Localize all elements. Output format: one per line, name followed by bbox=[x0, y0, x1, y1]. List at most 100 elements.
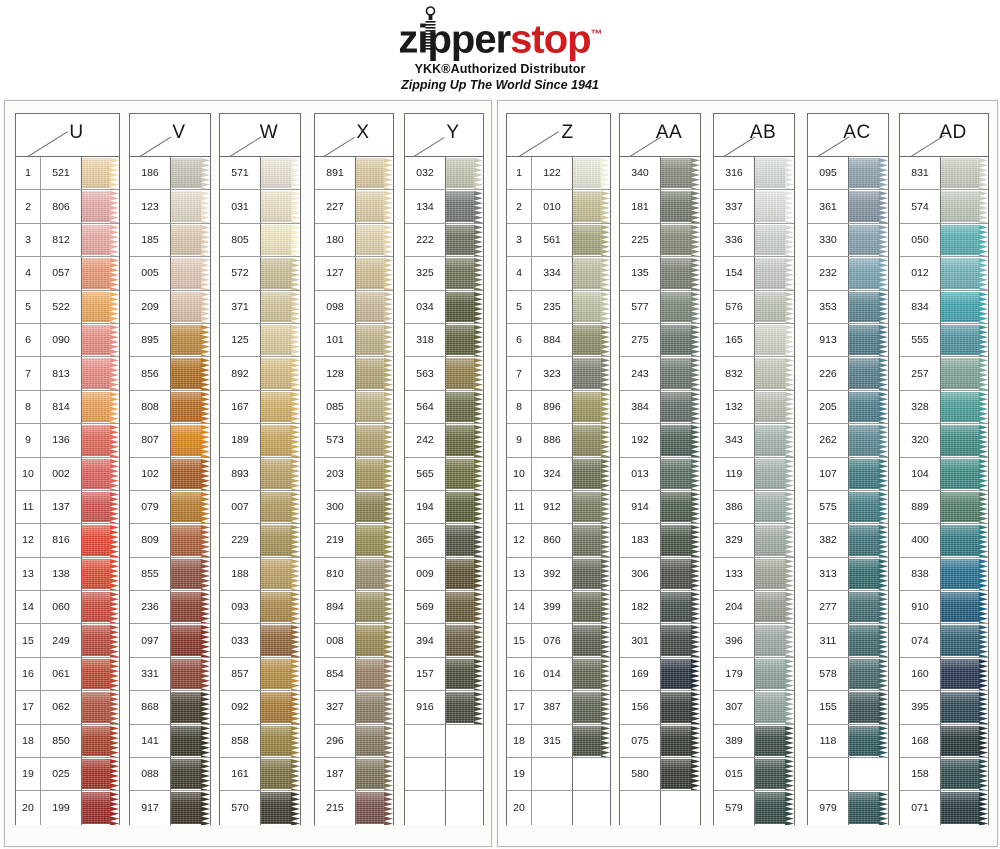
color-swatch[interactable] bbox=[356, 223, 393, 257]
swatch-row[interactable]: 13 392 bbox=[507, 557, 610, 592]
swatch-row[interactable]: 119 bbox=[714, 457, 794, 491]
swatch-row[interactable]: 893 bbox=[220, 457, 300, 491]
swatch-row[interactable]: 079 bbox=[130, 490, 210, 525]
swatch-row[interactable]: 573 bbox=[315, 424, 393, 458]
swatch-row[interactable]: 219 bbox=[315, 524, 393, 558]
swatch-row[interactable]: 805 bbox=[220, 223, 300, 258]
color-swatch[interactable] bbox=[573, 157, 610, 190]
swatch-row[interactable]: 838 bbox=[900, 557, 988, 592]
color-swatch[interactable] bbox=[446, 357, 483, 390]
color-swatch[interactable] bbox=[171, 390, 210, 424]
swatch-row[interactable]: 18 315 bbox=[507, 724, 610, 759]
swatch-row[interactable]: 3 561 bbox=[507, 223, 610, 258]
color-swatch[interactable] bbox=[755, 557, 794, 591]
color-swatch[interactable] bbox=[261, 223, 300, 257]
swatch-row[interactable]: 382 bbox=[808, 524, 888, 558]
color-swatch[interactable] bbox=[573, 457, 610, 490]
color-swatch[interactable] bbox=[849, 724, 888, 758]
color-swatch[interactable] bbox=[755, 490, 794, 524]
color-swatch[interactable] bbox=[941, 190, 988, 223]
swatch-row[interactable] bbox=[808, 758, 888, 792]
color-swatch[interactable] bbox=[849, 624, 888, 657]
color-swatch[interactable] bbox=[849, 791, 888, 825]
color-swatch[interactable] bbox=[171, 257, 210, 290]
color-swatch[interactable] bbox=[661, 190, 700, 223]
color-swatch[interactable] bbox=[356, 257, 393, 290]
swatch-row[interactable]: 318 bbox=[405, 323, 483, 358]
swatch-row[interactable]: 262 bbox=[808, 424, 888, 458]
swatch-row[interactable]: 180 bbox=[315, 223, 393, 258]
color-swatch[interactable] bbox=[573, 290, 610, 323]
color-swatch[interactable] bbox=[755, 758, 794, 791]
color-swatch[interactable] bbox=[573, 691, 610, 724]
swatch-row[interactable]: 203 bbox=[315, 457, 393, 491]
color-swatch[interactable] bbox=[356, 758, 393, 791]
color-swatch[interactable] bbox=[356, 290, 393, 323]
swatch-row[interactable]: 916 bbox=[405, 691, 483, 725]
swatch-row[interactable]: 563 bbox=[405, 357, 483, 391]
color-swatch[interactable] bbox=[573, 524, 610, 557]
color-swatch[interactable] bbox=[446, 424, 483, 457]
swatch-row[interactable]: 917 bbox=[130, 791, 210, 825]
swatch-row[interactable]: 243 bbox=[620, 357, 700, 391]
color-swatch[interactable] bbox=[573, 490, 610, 524]
swatch-row[interactable]: 277 bbox=[808, 591, 888, 625]
color-swatch[interactable] bbox=[941, 624, 988, 657]
swatch-row[interactable]: 155 bbox=[808, 691, 888, 725]
color-swatch[interactable] bbox=[171, 557, 210, 591]
color-swatch[interactable] bbox=[446, 591, 483, 624]
color-swatch[interactable] bbox=[661, 290, 700, 323]
swatch-row[interactable]: 182 bbox=[620, 591, 700, 625]
color-swatch[interactable] bbox=[941, 557, 988, 591]
swatch-row[interactable]: 20 bbox=[507, 791, 610, 825]
color-swatch[interactable] bbox=[661, 624, 700, 657]
swatch-row[interactable]: 340 bbox=[620, 157, 700, 191]
color-swatch[interactable] bbox=[82, 758, 119, 791]
color-swatch[interactable] bbox=[755, 457, 794, 490]
swatch-row[interactable]: 296 bbox=[315, 724, 393, 759]
color-swatch[interactable] bbox=[82, 223, 119, 257]
swatch-row[interactable]: 104 bbox=[900, 457, 988, 491]
swatch-row[interactable]: 361 bbox=[808, 190, 888, 224]
color-swatch[interactable] bbox=[261, 691, 300, 724]
color-swatch[interactable] bbox=[171, 190, 210, 223]
swatch-row[interactable]: 8 814 bbox=[16, 390, 119, 425]
swatch-row[interactable]: 856 bbox=[130, 357, 210, 391]
swatch-row[interactable]: 575 bbox=[808, 490, 888, 525]
swatch-row[interactable]: 868 bbox=[130, 691, 210, 725]
swatch-row[interactable]: 577 bbox=[620, 290, 700, 324]
swatch-row[interactable]: 10 324 bbox=[507, 457, 610, 491]
color-swatch[interactable] bbox=[941, 223, 988, 257]
color-swatch[interactable] bbox=[941, 424, 988, 457]
color-swatch[interactable] bbox=[446, 290, 483, 323]
color-swatch[interactable] bbox=[755, 390, 794, 424]
color-swatch[interactable] bbox=[261, 290, 300, 323]
swatch-row[interactable]: 569 bbox=[405, 591, 483, 625]
color-swatch[interactable] bbox=[661, 357, 700, 390]
swatch-row[interactable]: 11 137 bbox=[16, 490, 119, 525]
swatch-row[interactable]: 015 bbox=[714, 758, 794, 792]
swatch-row[interactable]: 809 bbox=[130, 524, 210, 558]
color-swatch[interactable] bbox=[261, 557, 300, 591]
swatch-row[interactable]: 071 bbox=[900, 791, 988, 825]
swatch-row[interactable]: 353 bbox=[808, 290, 888, 324]
color-swatch[interactable] bbox=[661, 424, 700, 457]
swatch-row[interactable]: 9 886 bbox=[507, 424, 610, 458]
color-swatch[interactable] bbox=[446, 390, 483, 424]
swatch-row[interactable]: 157 bbox=[405, 657, 483, 692]
color-swatch[interactable] bbox=[755, 157, 794, 190]
swatch-row[interactable]: 6 884 bbox=[507, 323, 610, 358]
color-swatch[interactable] bbox=[261, 758, 300, 791]
color-swatch[interactable] bbox=[82, 323, 119, 357]
color-swatch[interactable] bbox=[82, 557, 119, 591]
swatch-row[interactable]: 11 912 bbox=[507, 490, 610, 525]
swatch-row[interactable]: 098 bbox=[315, 290, 393, 324]
swatch-row[interactable]: 222 bbox=[405, 223, 483, 258]
color-swatch[interactable] bbox=[849, 290, 888, 323]
color-swatch[interactable] bbox=[171, 791, 210, 825]
swatch-row[interactable]: 14 399 bbox=[507, 591, 610, 625]
swatch-row[interactable]: 20 199 bbox=[16, 791, 119, 825]
swatch-row[interactable]: 097 bbox=[130, 624, 210, 658]
color-swatch[interactable] bbox=[661, 691, 700, 724]
swatch-row[interactable]: 384 bbox=[620, 390, 700, 425]
